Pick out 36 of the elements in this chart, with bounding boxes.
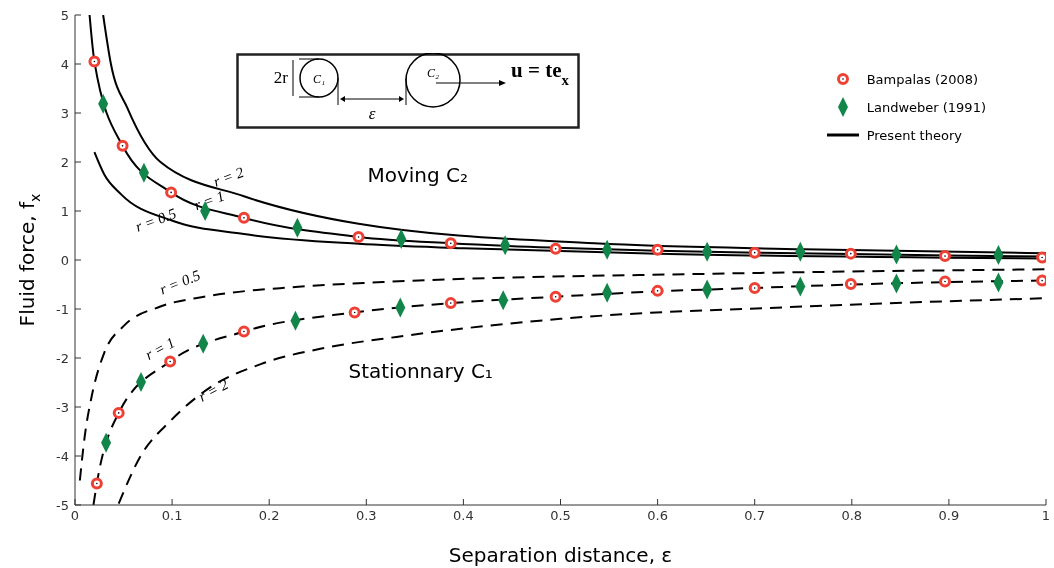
x-tick-label: 0	[70, 508, 80, 524]
x-axis-title: Separation distance, ε	[448, 543, 673, 567]
annotation: u = te$_{x}$	[511, 58, 570, 88]
legend-label: Present theory	[866, 127, 962, 143]
y-tick-label: -2	[56, 350, 69, 366]
legend-label: Landweber (1991)	[866, 99, 986, 115]
y-tick-label: -3	[56, 399, 69, 415]
x-tick-label: 0.5	[550, 508, 571, 524]
y-tick-label: -4	[56, 448, 69, 464]
x-tick-label: 0.2	[258, 508, 280, 524]
x-tick-label: 0.1	[161, 508, 183, 524]
x-tick-label: 0.6	[647, 508, 668, 524]
y-tick-label: -1	[56, 301, 69, 317]
y-tick-label: 1	[60, 203, 69, 219]
y-tick-label: 3	[60, 105, 69, 121]
annotation: C₂	[426, 66, 440, 80]
annotation: r = 2	[211, 163, 247, 190]
annotation: Stationnary C₁	[348, 358, 493, 383]
y-tick-label: 2	[60, 154, 69, 170]
y-tick-label: -5	[56, 497, 69, 513]
x-tick-label: 0.8	[841, 508, 863, 524]
annotation: 2r	[273, 68, 289, 87]
x-tick-label: 1	[1041, 508, 1051, 524]
annotation: Moving C₂	[367, 162, 469, 187]
x-tick-label: 0.7	[744, 508, 766, 524]
annotation: r = 0.5	[157, 266, 203, 298]
y-tick-label: 4	[60, 56, 69, 72]
legend-label: Bampalas (2008)	[866, 71, 979, 87]
annotation: C₁	[312, 72, 326, 86]
x-tick-label: 0.9	[938, 508, 960, 524]
x-tick-label: 0.4	[453, 508, 474, 524]
y-tick-label: 5	[60, 7, 69, 23]
y-tick-label: 0	[60, 252, 69, 268]
x-tick-label: 0.3	[355, 508, 377, 524]
annotation: r = 1	[142, 334, 178, 364]
annotation: ε	[368, 104, 376, 123]
